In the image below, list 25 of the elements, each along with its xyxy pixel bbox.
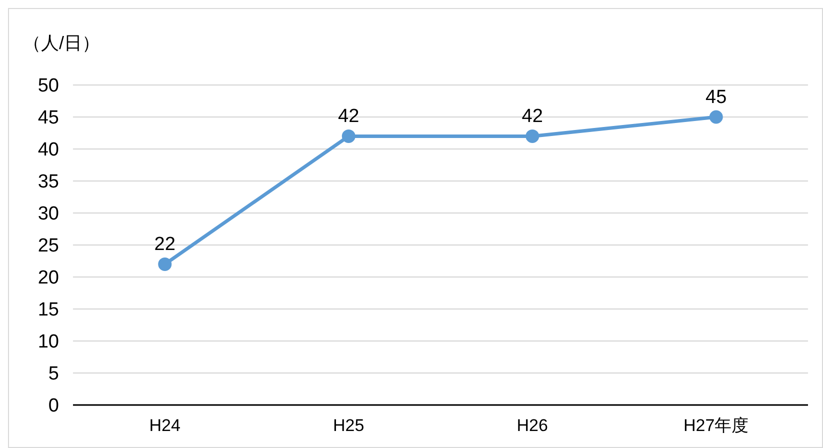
y-tick-label: 20 — [38, 268, 59, 289]
y-tick-label: 25 — [38, 236, 59, 257]
y-tick-label: 5 — [48, 364, 59, 385]
x-tick-label: H25 — [333, 416, 364, 436]
point — [342, 129, 356, 143]
y-tick-label: 45 — [38, 108, 59, 129]
x-tick-label: H26 — [516, 416, 548, 436]
y-tick-label: 40 — [38, 140, 59, 161]
point — [526, 129, 540, 143]
y-tick-label: 10 — [38, 332, 59, 353]
y-axis-title: （人/日） — [23, 32, 100, 55]
data-label: 45 — [706, 87, 727, 108]
y-tick-label: 30 — [38, 204, 59, 225]
y-tick-label: 35 — [38, 172, 59, 193]
data-label: 22 — [154, 234, 176, 256]
point — [158, 257, 172, 271]
y-tick-label: 15 — [38, 300, 59, 321]
point — [709, 110, 723, 124]
data-label: 42 — [522, 106, 543, 128]
chart-frame: （人/日） H24 H25 H26 H27年度 0 5 10 15 20 25 30 35 40 45 50 22 42 42 45 — [8, 8, 823, 448]
y-tick-label: 0 — [48, 396, 59, 417]
x-tick-label: H24 — [149, 416, 180, 436]
x-tick-label: H27年度 — [684, 416, 749, 436]
data-label: 42 — [338, 106, 360, 128]
y-tick-label: 50 — [38, 76, 59, 97]
